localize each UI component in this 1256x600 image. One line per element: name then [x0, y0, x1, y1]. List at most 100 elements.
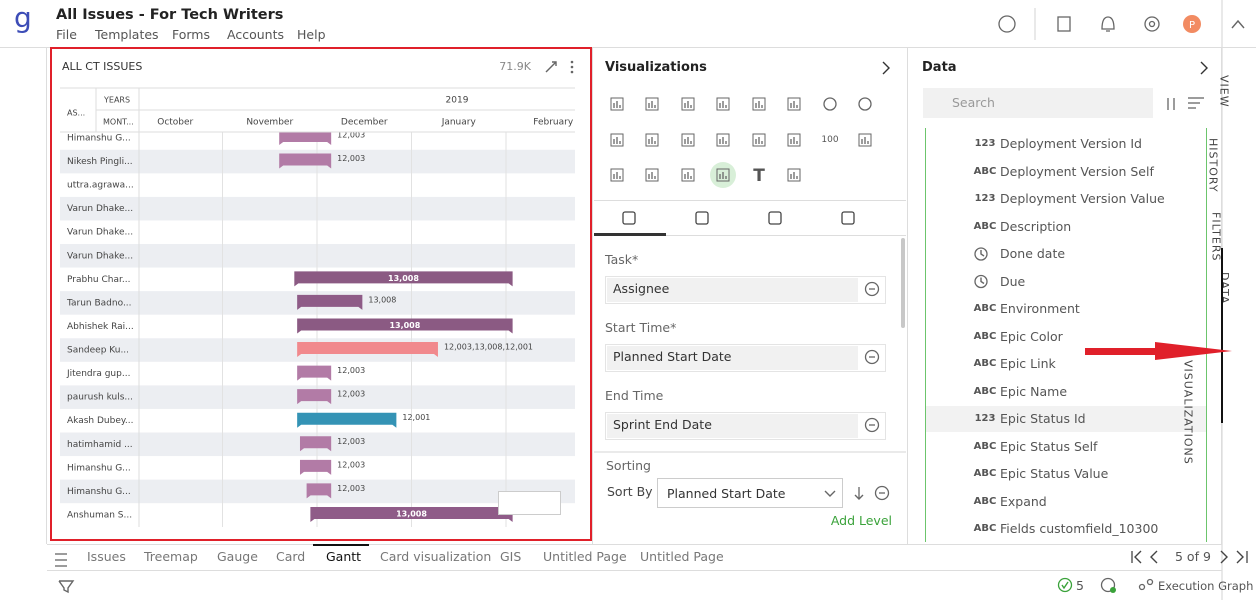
field-name[interactable]: Fields customfield_10300 — [1000, 521, 1159, 536]
field-name[interactable]: Epic Status Id — [1000, 411, 1086, 426]
field-name[interactable]: Deployment Version Value — [1000, 191, 1165, 206]
field-value[interactable]: Planned Start Date — [613, 349, 732, 364]
field-type: ABC — [973, 220, 997, 232]
sort-dropdown[interactable] — [657, 478, 843, 508]
side-tab[interactable]: DATA — [1217, 272, 1231, 305]
field-name[interactable]: Description — [1000, 218, 1072, 234]
widget-frame — [50, 47, 592, 541]
viz-tab-active[interactable] — [594, 233, 666, 236]
menu-item[interactable]: Templates — [95, 27, 159, 42]
field-value[interactable]: Sprint End Date — [613, 417, 712, 432]
bar-label: 13,008 — [389, 321, 420, 330]
row-label: Himanshu G... — [67, 463, 131, 473]
page-tab[interactable]: Gantt — [326, 549, 362, 564]
gantt-body: Himanshu G... Nikesh Pingli... uttra.agraw… — [60, 131, 575, 527]
scrollbar — [901, 238, 905, 328]
field-label: Task* — [605, 252, 639, 267]
page-tab[interactable]: Treemap — [144, 549, 198, 564]
gantt-bar — [310, 506, 513, 522]
field-name[interactable]: Deployment Version Self — [1000, 163, 1154, 179]
page-tabs-bar — [47, 544, 1222, 571]
bar-label: 12,003 — [337, 131, 365, 140]
field-type: ABC — [973, 165, 997, 177]
field-name[interactable]: Epic Link — [1000, 356, 1056, 371]
bar-label: 13,008 — [368, 295, 396, 304]
row-label: Varun Dhake... — [67, 228, 133, 238]
data-list-border — [925, 128, 1207, 542]
field-type: ABC — [973, 468, 997, 479]
year-label: 2019 — [446, 96, 469, 106]
field-input — [607, 346, 858, 370]
field-name[interactable]: Expand — [1000, 493, 1047, 509]
row-label: Sandeep Ku... — [67, 346, 129, 356]
gantt-bar — [297, 318, 513, 334]
search-box[interactable] — [923, 88, 1153, 118]
gantt-bar — [297, 412, 397, 428]
row-label: Tarun Badno... — [66, 298, 132, 308]
field-type: 123 — [974, 413, 996, 424]
status-count: 5 — [1076, 578, 1084, 593]
page-tab[interactable]: Gauge — [217, 549, 258, 564]
left-gutter — [0, 48, 47, 544]
row-label: Akash Dubey... — [67, 416, 134, 426]
bar-label: 12,003 — [337, 366, 365, 375]
top-bar — [0, 0, 1256, 48]
sort-value: Planned Start Date — [667, 486, 786, 501]
field-label: Start Time* — [605, 320, 677, 335]
menu-item[interactable]: Help — [297, 27, 326, 42]
field-name[interactable]: Epic Status Value — [1000, 466, 1109, 481]
field-name[interactable]: Done date — [1000, 246, 1066, 261]
field-type: ABC — [973, 523, 997, 534]
page-tab[interactable]: Card visualization — [380, 549, 492, 564]
side-tab[interactable]: VIEW — [1217, 75, 1231, 108]
bar-label: 13,008 — [396, 509, 427, 518]
bar-label: 12,001 — [402, 413, 430, 422]
field-name[interactable]: Epic Color — [1000, 328, 1063, 344]
widget-title: ALL CT ISSUES — [62, 60, 143, 73]
viz-tabs — [594, 200, 906, 236]
gantt: Himanshu G... Nikesh Pingli... uttra.agraw… — [60, 87, 575, 527]
row-label: Abhishek Rai... — [67, 322, 134, 332]
bar-label: 12,003 — [337, 154, 365, 163]
gantt-bar — [279, 132, 332, 145]
row-label: Anshuman S... — [67, 510, 132, 520]
field-name[interactable]: Deployment Version Id — [1000, 136, 1142, 151]
page-tab[interactable]: GIS — [500, 549, 522, 564]
field-label: End Time — [605, 388, 664, 403]
month-label: October — [157, 118, 193, 128]
field-name[interactable]: Epic Status Self — [1000, 438, 1098, 454]
row-label: Varun Dhake... — [67, 204, 133, 214]
month-label: February — [533, 118, 574, 128]
page-tab[interactable]: Issues — [87, 549, 126, 564]
menu-item[interactable]: Accounts — [227, 27, 284, 42]
side-tab-active — [1221, 248, 1223, 423]
zoom-controls[interactable] — [498, 491, 561, 515]
field-value[interactable]: Assignee — [613, 281, 670, 296]
search-placeholder: Search — [952, 95, 995, 110]
menu-item[interactable]: File — [56, 27, 77, 42]
field-name[interactable]: Environment — [1000, 301, 1080, 316]
header-years: YEARS — [103, 96, 130, 105]
gantt-bar — [297, 389, 332, 405]
menu-item[interactable]: Forms — [172, 27, 211, 42]
viz-panel — [592, 48, 908, 544]
field-name[interactable]: Epic Name — [1000, 383, 1068, 399]
field-type: 123 — [974, 193, 996, 204]
side-tab[interactable]: HISTORY — [1206, 138, 1220, 193]
row-label: Jitendra gup... — [66, 369, 130, 379]
page-tab[interactable]: Untitled Page — [543, 549, 627, 564]
widget-count: 71.9K — [499, 60, 531, 73]
header-months: MONT... — [103, 118, 134, 127]
pagination: 5 of 9 — [1175, 549, 1211, 564]
page-tab[interactable]: Untitled Page — [640, 549, 724, 564]
gantt-bar — [297, 342, 438, 358]
add-level[interactable]: Add Level — [830, 513, 892, 528]
execution-graph[interactable]: Execution Graph — [1158, 579, 1254, 593]
field-name[interactable]: Due — [1000, 273, 1026, 289]
bar-label: 13,008 — [388, 274, 419, 283]
field-type: 123 — [974, 138, 996, 149]
page-tab[interactable]: Card — [276, 549, 306, 564]
sorting-title: Sorting — [606, 458, 651, 473]
side-tab[interactable]: VISUALIZATIONS — [1181, 360, 1195, 465]
